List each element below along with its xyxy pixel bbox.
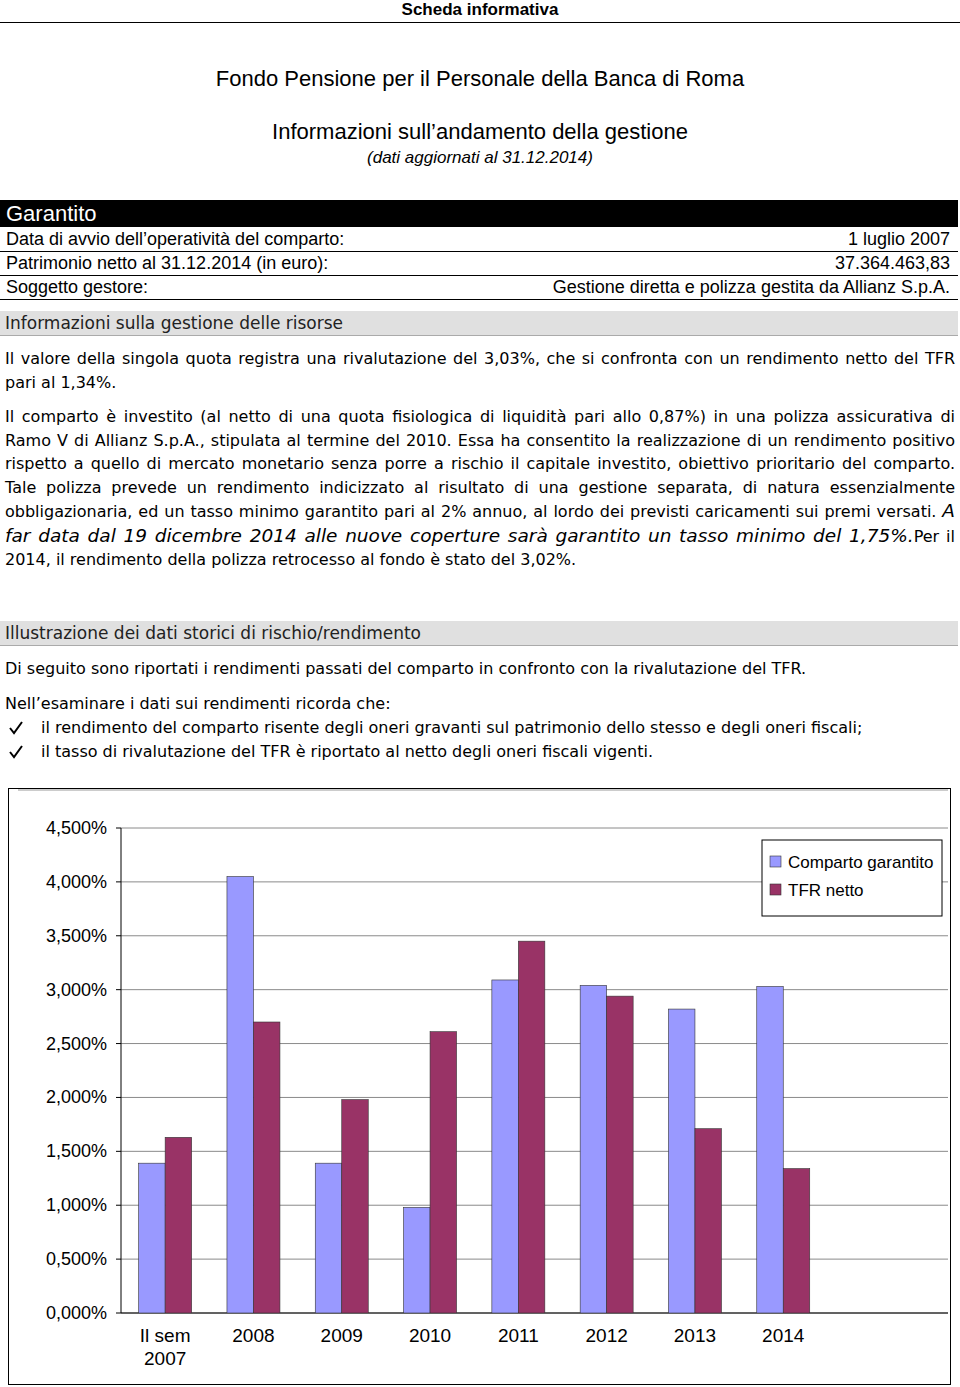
paragraph: Il valore della singola quota registra u… xyxy=(5,347,955,394)
tick-label: 2,500% xyxy=(46,1034,107,1054)
tick-mark xyxy=(116,989,121,990)
grid-line xyxy=(121,1097,948,1098)
info-value: Gestione diretta e polizza gestita da Al… xyxy=(553,276,950,299)
check-icon xyxy=(8,744,24,760)
tick-mark xyxy=(116,1097,121,1098)
bar xyxy=(695,1129,721,1313)
info-label: Soggetto gestore: xyxy=(6,276,148,299)
section-heading: Illustrazione dei dati storici di rischi… xyxy=(0,621,958,646)
bar xyxy=(404,1207,430,1313)
grid-line xyxy=(121,828,948,829)
info-label: Patrimonio netto al 31.12.2014 (in euro)… xyxy=(6,252,328,275)
tick-mark xyxy=(116,935,121,936)
info-value: 1 luglio 2007 xyxy=(848,228,950,251)
category-label: 2010 xyxy=(409,1325,451,1346)
legend-label: Comparto garantito xyxy=(788,853,934,872)
grid-line xyxy=(121,881,948,882)
grid-line xyxy=(121,1043,948,1044)
tick-label: 3,000% xyxy=(46,980,107,1000)
info-row: Soggetto gestore: Gestione diretta e poli… xyxy=(0,276,958,300)
bar xyxy=(783,1169,809,1313)
x-axis xyxy=(121,1313,948,1314)
category-label: 2013 xyxy=(674,1325,716,1346)
bar xyxy=(165,1137,191,1313)
tick-label: 1,000% xyxy=(46,1195,107,1215)
tick-label: 2,000% xyxy=(46,1087,107,1107)
tick-mark xyxy=(116,881,121,882)
date: (dati aggiornati al 31.12.2014) xyxy=(0,148,960,168)
tick-label: 1,500% xyxy=(46,1141,107,1161)
section-bar: Garantito xyxy=(0,200,958,227)
bar xyxy=(607,996,633,1313)
category-label: 2009 xyxy=(321,1325,363,1346)
bullet-text: il tasso di rivalutazione del TFR è ripo… xyxy=(41,740,955,764)
chart: 0,000% 0,500% 1,000% 1,500% 2,000% 2,500% 3,00… xyxy=(0,0,960,1387)
check-path xyxy=(10,746,22,757)
bar xyxy=(430,1032,456,1313)
page-header: Scheda informativa xyxy=(0,0,960,23)
grid-line xyxy=(121,935,948,936)
tick-mark xyxy=(116,1151,121,1152)
chart-frame xyxy=(9,789,951,1385)
bar xyxy=(668,1009,694,1313)
text-run: Il comparto è investito (al netto di una… xyxy=(5,407,955,521)
grid-line xyxy=(121,1205,948,1206)
grid-line xyxy=(121,1259,948,1260)
grid-line xyxy=(121,989,948,990)
bar xyxy=(492,980,518,1313)
tick-label: 0,500% xyxy=(46,1249,107,1269)
paragraph: Il comparto è investito (al netto di una… xyxy=(5,405,955,572)
bar xyxy=(580,985,606,1313)
tick-mark xyxy=(116,1205,121,1206)
check-path xyxy=(10,722,22,733)
bar xyxy=(757,986,783,1313)
label-line: 2007 xyxy=(144,1348,186,1369)
label-line: Il sem xyxy=(140,1325,191,1346)
bar xyxy=(518,941,544,1313)
bar xyxy=(342,1100,368,1313)
legend-box xyxy=(762,840,942,916)
category-label: 2014 xyxy=(762,1325,805,1346)
info-value: 37.364.463,83 xyxy=(835,252,950,275)
tick-label: 3,500% xyxy=(46,926,107,946)
y-axis xyxy=(121,828,122,1313)
category-label: 2012 xyxy=(586,1325,628,1346)
tick-mark xyxy=(116,1313,121,1314)
bar xyxy=(253,1022,279,1313)
tick-label: 4,000% xyxy=(46,872,107,892)
section-heading: Informazioni sulla gestione delle risors… xyxy=(0,311,958,336)
category-label: 2011 xyxy=(498,1325,539,1346)
info-label: Data di avvio dell’operatività del compa… xyxy=(6,228,344,251)
bar xyxy=(227,877,253,1314)
paragraph: Di seguito sono riportati i rendimenti p… xyxy=(5,657,955,681)
tick-mark xyxy=(116,1043,121,1044)
tick-mark xyxy=(116,1259,121,1260)
check-icon xyxy=(8,720,24,736)
subtitle: Informazioni sull’andamento della gestio… xyxy=(0,119,960,145)
paragraph: Nell’esaminare i dati sui rendimenti ric… xyxy=(5,692,955,716)
bar xyxy=(139,1163,165,1313)
legend-swatch xyxy=(770,856,781,867)
category-label: Il sem2007 xyxy=(140,1325,191,1369)
category-label: 2008 xyxy=(232,1325,274,1346)
legend-swatch xyxy=(770,884,781,895)
bullet-text: il rendimento del comparto risente degli… xyxy=(41,716,955,740)
grid-line xyxy=(121,1151,948,1152)
bars xyxy=(139,877,810,1314)
tick-label: 4,500% xyxy=(46,818,107,838)
legend: Comparto garantito TFR netto xyxy=(762,840,942,916)
info-row: Patrimonio netto al 31.12.2014 (in euro)… xyxy=(0,252,958,276)
info-row: Data di avvio dell’operatività del compa… xyxy=(0,228,958,252)
legend-label: TFR netto xyxy=(788,881,864,900)
title: Fondo Pensione per il Personale della Ba… xyxy=(0,66,960,92)
bar xyxy=(315,1163,341,1313)
chart-frame-line xyxy=(18,790,948,791)
tick-label: 0,000% xyxy=(46,1303,107,1323)
tick-mark xyxy=(116,828,121,829)
grid-line xyxy=(121,1313,948,1314)
